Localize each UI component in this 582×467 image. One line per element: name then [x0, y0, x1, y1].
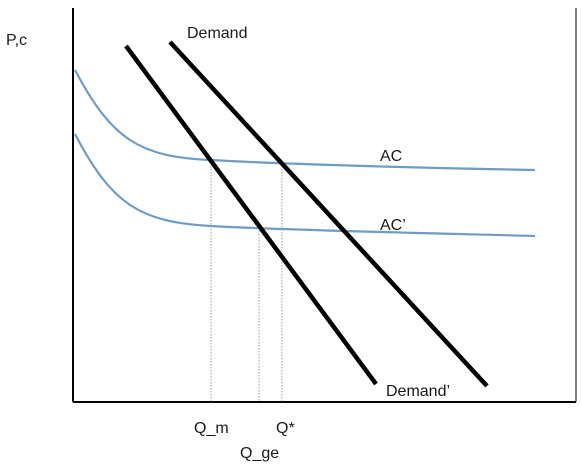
demand-curve: [168, 40, 489, 388]
demand-label: Demand: [187, 25, 247, 42]
ac-prime-curve: [74, 133, 536, 238]
q-ge-label: Q_ge: [240, 445, 279, 462]
q-m-label: Q_m: [194, 420, 229, 437]
demand-prime-label: Demand’: [386, 383, 450, 400]
ac-label: AC: [380, 148, 402, 165]
ac-curve: [74, 69, 536, 172]
demand-prime-curve: [124, 44, 378, 386]
q-star-label: Q*: [276, 420, 295, 437]
y-axis-label: P,c: [6, 32, 27, 49]
ac-prime-label: AC’: [380, 217, 406, 234]
